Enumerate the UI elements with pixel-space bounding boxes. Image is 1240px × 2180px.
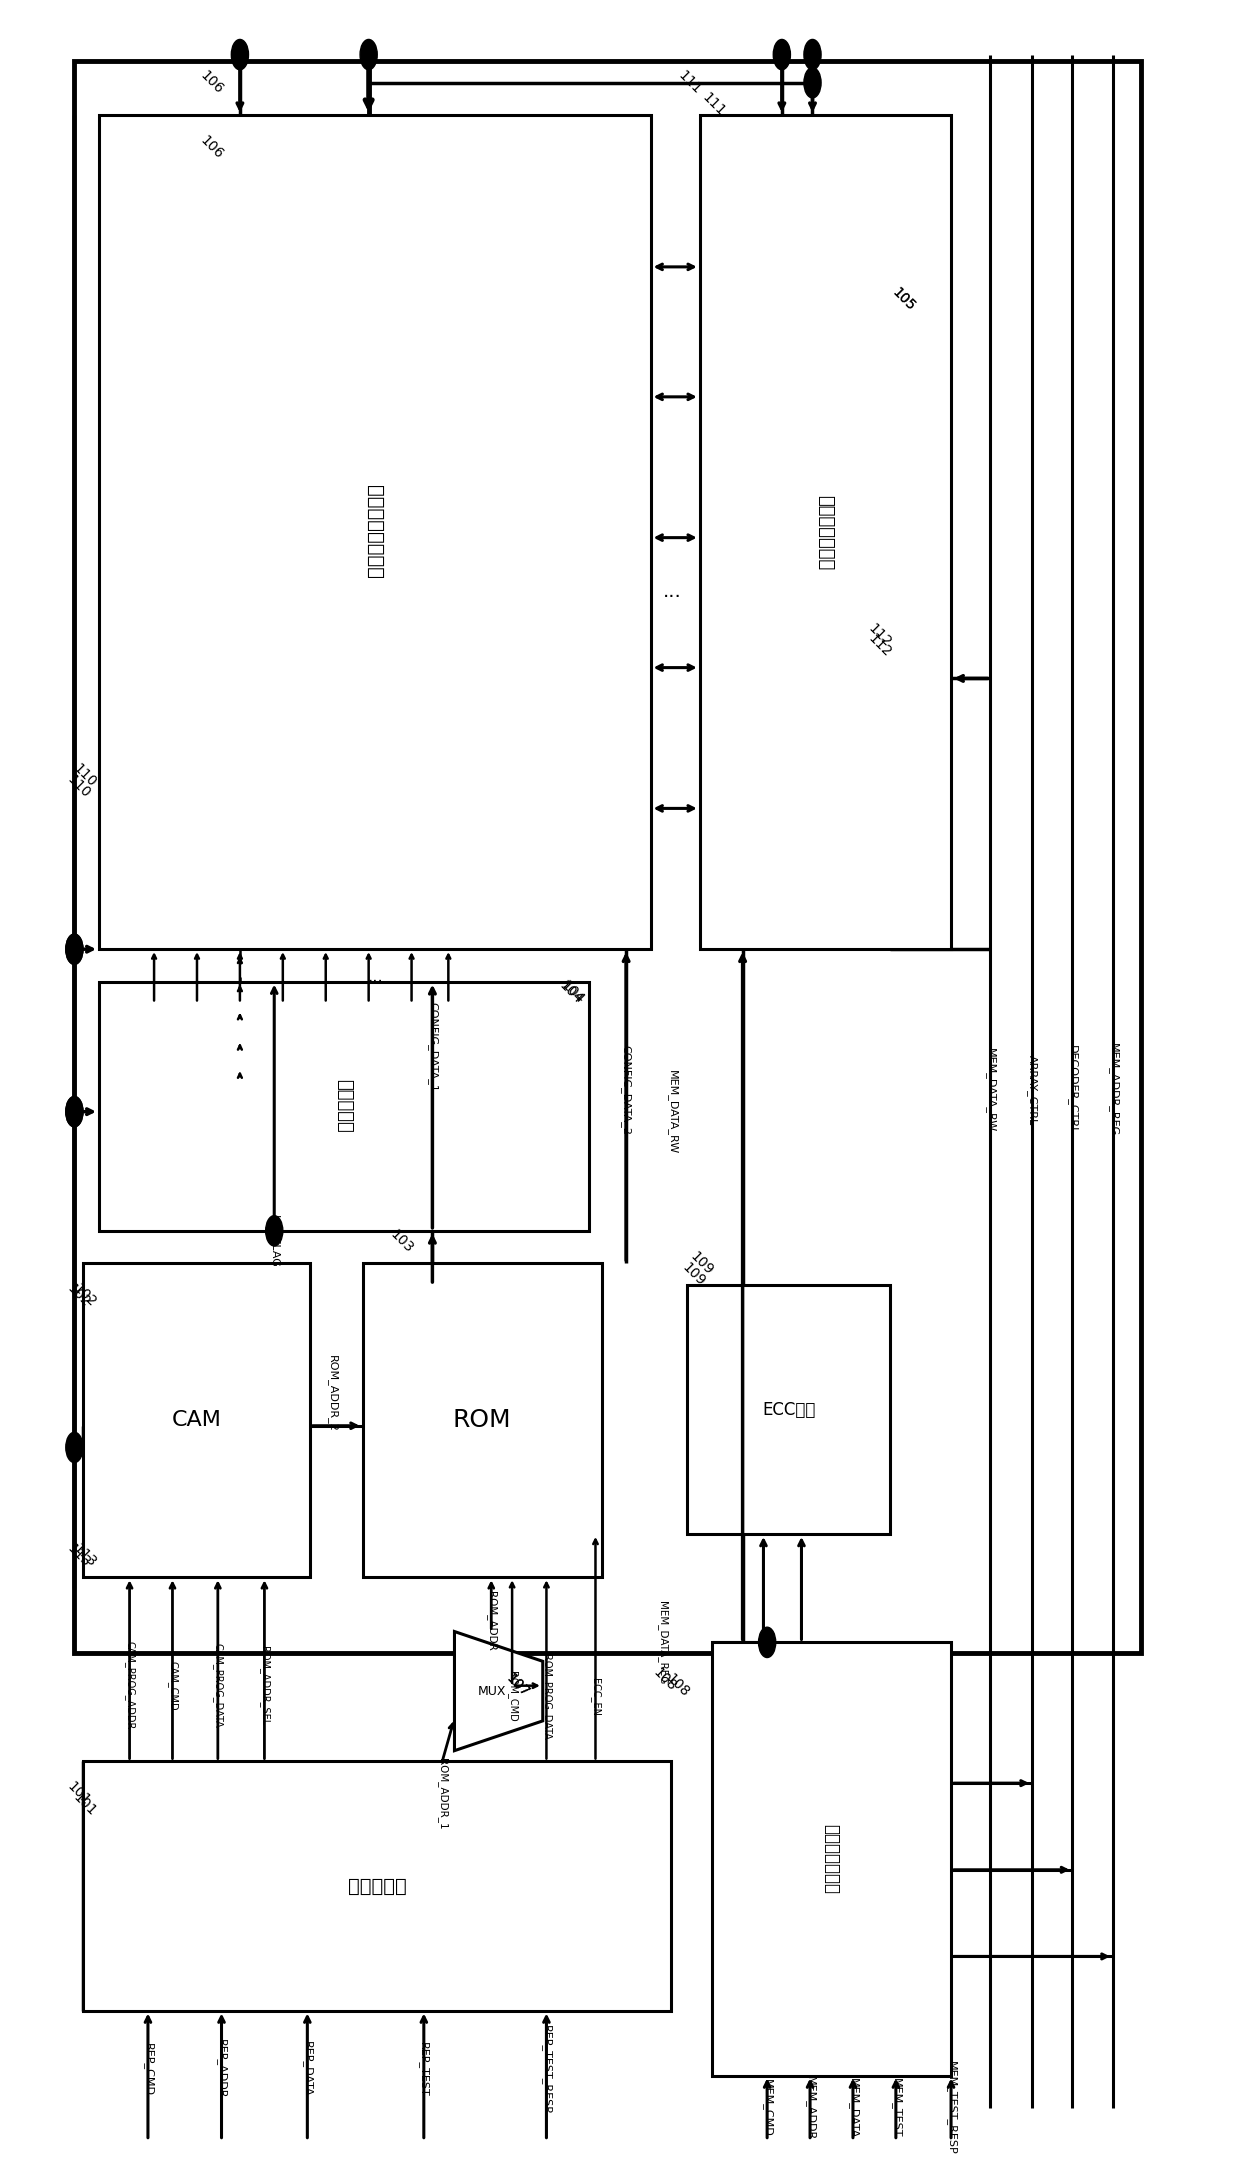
Bar: [99, 981, 589, 1232]
Text: ROM_ADDR_SEL: ROM_ADDR_SEL: [259, 1646, 270, 1724]
Circle shape: [265, 1216, 283, 1247]
Bar: [83, 1761, 672, 2010]
Text: 110: 110: [64, 772, 93, 800]
Text: DECODER_CTRL: DECODER_CTRL: [1066, 1046, 1078, 1134]
Bar: [362, 1262, 601, 1578]
Text: ...: ...: [663, 582, 682, 602]
Text: CAM_PROG_ADDR: CAM_PROG_ADDR: [124, 1642, 135, 1731]
Text: 109: 109: [687, 1249, 715, 1277]
Text: MUX: MUX: [477, 1685, 506, 1698]
Text: 107: 107: [503, 1672, 532, 1700]
Circle shape: [66, 1097, 83, 1127]
Text: ...: ...: [367, 968, 383, 985]
Text: 103: 103: [387, 1227, 415, 1256]
Text: 113: 113: [71, 1541, 99, 1570]
Text: REP_TEST: REP_TEST: [418, 2043, 429, 2097]
Bar: [712, 1642, 951, 2075]
Text: ROM: ROM: [453, 1408, 511, 1432]
Circle shape: [232, 39, 248, 70]
Text: CAM_CMD: CAM_CMD: [167, 1661, 177, 1711]
Text: ECC_EN: ECC_EN: [590, 1679, 601, 1716]
Text: 111: 111: [699, 89, 728, 118]
Text: 102: 102: [64, 1282, 93, 1310]
Text: 109: 109: [678, 1260, 708, 1288]
Circle shape: [66, 933, 83, 964]
Text: 主存储控制逻辑: 主存储控制逻辑: [822, 1825, 841, 1894]
Text: 冗余存储器: 冗余存储器: [335, 1079, 353, 1134]
Text: 可编程列译码器: 可编程列译码器: [816, 495, 835, 569]
Bar: [99, 116, 651, 948]
Text: 101: 101: [71, 1790, 99, 1818]
Text: CONFIG_DATA_1: CONFIG_DATA_1: [427, 1003, 438, 1092]
Text: MEM_TEST: MEM_TEST: [890, 2078, 901, 2139]
Text: 108: 108: [651, 1666, 680, 1694]
Polygon shape: [455, 1631, 543, 1751]
Text: ROM_PROG_DATA: ROM_PROG_DATA: [541, 1655, 552, 1740]
Text: 107: 107: [503, 1672, 532, 1700]
Text: 主存储器存储阵列: 主存储器存储阵列: [366, 486, 384, 580]
Text: MEM_DATA_RW: MEM_DATA_RW: [667, 1070, 678, 1153]
Circle shape: [66, 1432, 83, 1463]
Text: 108: 108: [663, 1672, 692, 1700]
Bar: [74, 61, 1141, 1652]
Text: 106: 106: [197, 133, 226, 161]
Text: 106: 106: [197, 68, 226, 98]
Text: MEM_ADDR_REG: MEM_ADDR_REG: [1107, 1044, 1118, 1136]
Text: 104: 104: [559, 979, 588, 1007]
Text: 105: 105: [890, 286, 919, 314]
Text: MEM_DATA_REG: MEM_DATA_REG: [657, 1600, 668, 1683]
Text: ROM_ADDR: ROM_ADDR: [486, 1591, 497, 1650]
Text: ECC电路: ECC电路: [761, 1400, 815, 1419]
Text: REP_ADDR: REP_ADDR: [216, 2038, 227, 2099]
Text: 101: 101: [64, 1779, 93, 1807]
Circle shape: [759, 1626, 776, 1657]
Circle shape: [66, 933, 83, 964]
Text: CAM: CAM: [171, 1410, 221, 1430]
Text: ARRAY_CTRL: ARRAY_CTRL: [1027, 1055, 1038, 1125]
Text: 113: 113: [64, 1541, 93, 1570]
Circle shape: [66, 1097, 83, 1127]
Text: CONFIG_DATA_2: CONFIG_DATA_2: [621, 1044, 631, 1136]
Text: MEM_DATA_RW: MEM_DATA_RW: [985, 1049, 996, 1131]
Text: MEM_CMD: MEM_CMD: [761, 2080, 773, 2136]
Circle shape: [804, 39, 821, 70]
Circle shape: [804, 68, 821, 98]
Text: 111: 111: [675, 68, 704, 98]
Bar: [699, 116, 951, 948]
Bar: [687, 1284, 890, 1535]
Text: MEM_TEST_RESP: MEM_TEST_RESP: [946, 2062, 956, 2156]
Circle shape: [360, 39, 377, 70]
Text: ROM_CMD: ROM_CMD: [507, 1672, 517, 1722]
Text: 修复控制器: 修复控制器: [348, 1877, 407, 1897]
Text: REP_TEST_RESP: REP_TEST_RESP: [541, 2025, 552, 2115]
Text: 112: 112: [866, 621, 894, 650]
Text: MEM_DATA: MEM_DATA: [847, 2078, 858, 2139]
Text: HIT_FLAG: HIT_FLAG: [269, 1214, 280, 1269]
Text: MEM_ADDR: MEM_ADDR: [805, 2075, 816, 2141]
Text: ROM_ADDR_2: ROM_ADDR_2: [326, 1354, 337, 1432]
Text: 102: 102: [71, 1282, 99, 1310]
Text: REP_CMD: REP_CMD: [143, 2043, 154, 2095]
Bar: [83, 1262, 310, 1578]
Text: CAM_PROG_DATA: CAM_PROG_DATA: [212, 1644, 223, 1729]
Text: 112: 112: [866, 632, 894, 661]
Text: ROM_ADDR_1: ROM_ADDR_1: [436, 1759, 448, 1829]
Text: REP_DATA: REP_DATA: [301, 2040, 312, 2097]
Circle shape: [774, 39, 790, 70]
Text: 105: 105: [890, 286, 919, 314]
Text: 104: 104: [557, 979, 585, 1007]
Text: 110: 110: [71, 761, 99, 789]
